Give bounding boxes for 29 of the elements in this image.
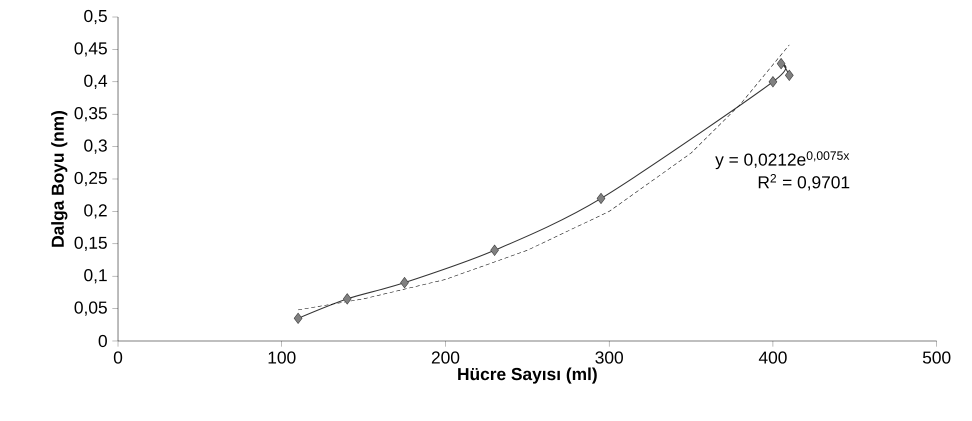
y-tick-label: 0,4: [84, 74, 108, 89]
x-tick-label: 500: [922, 351, 950, 364]
point: [400, 277, 409, 288]
y-tick-label: 0,05: [74, 301, 107, 316]
y-tick-label: 0,3: [84, 139, 107, 154]
point: [342, 293, 352, 304]
x-axis-title: Hücre Sayısı (ml): [458, 367, 597, 384]
x-tick-label: 400: [758, 351, 787, 364]
y-tick-label: 0,2: [84, 204, 107, 219]
x-tick-label: 0: [114, 351, 122, 364]
y-tick-label: 0,5: [84, 10, 107, 24]
y-tick-label: 0,45: [74, 42, 107, 57]
point: [785, 70, 794, 81]
y-tick-label: 0,25: [74, 172, 107, 186]
annotation: R$^{2}$ = 0,9701: [758, 174, 850, 190]
annotation: y = 0,0212e$^{0,0075x}$: [715, 151, 850, 170]
point: [776, 58, 786, 70]
point: [768, 76, 778, 88]
y-tick-label: 0,1: [84, 269, 107, 284]
x-tick-label: 100: [268, 351, 296, 364]
y-tick-label: 0,15: [74, 236, 107, 251]
x-tick-label: 200: [432, 351, 460, 364]
point: [596, 192, 606, 204]
y-axis-title: Dalga Boyu (nm): [51, 111, 68, 247]
y-tick-label: 0,35: [74, 107, 107, 122]
point: [294, 312, 302, 324]
x-tick-label: 300: [595, 351, 623, 364]
point: [490, 244, 499, 256]
y-tick-label: 0: [98, 334, 107, 348]
